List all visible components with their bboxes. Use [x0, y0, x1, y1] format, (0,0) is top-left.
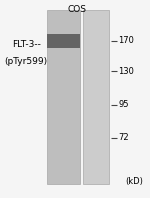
- Text: FLT-3--: FLT-3--: [12, 40, 41, 49]
- Text: 72: 72: [118, 133, 129, 142]
- Bar: [48, 10, 80, 184]
- Text: (pTyr599): (pTyr599): [5, 57, 48, 66]
- Bar: [83, 10, 109, 184]
- Bar: [48, 34, 80, 48]
- Text: 130: 130: [118, 67, 134, 76]
- Text: 170: 170: [118, 36, 134, 45]
- Text: 95: 95: [118, 100, 129, 109]
- Text: COS: COS: [67, 5, 86, 14]
- Text: (kD): (kD): [126, 177, 144, 186]
